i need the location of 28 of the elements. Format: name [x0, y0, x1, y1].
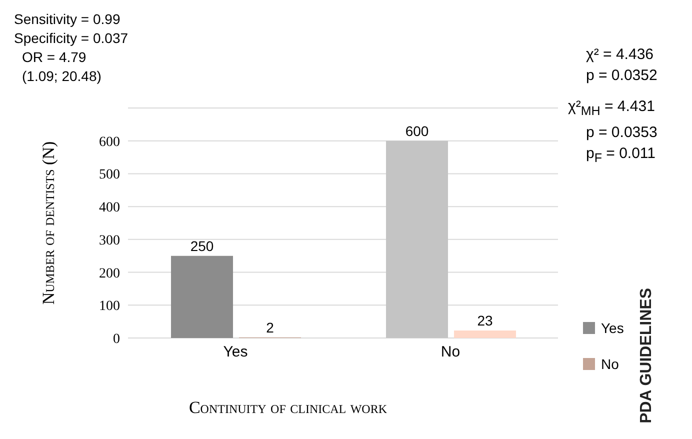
bar	[171, 256, 233, 338]
text: p$_{F}$ = 0.011	[585, 144, 657, 167]
y-tick-label: 100	[99, 299, 120, 314]
legend-label: No	[601, 356, 619, 372]
text: χ²$_{MH}$ = 4.431	[568, 97, 656, 120]
text: p = 0.0353	[585, 123, 658, 143]
data-label: 250	[190, 238, 214, 254]
legend-title: PDA GUIDELINES	[638, 288, 656, 424]
text: OR = 4.79	[21, 48, 88, 67]
data-label: 2	[266, 319, 274, 336]
text: Sensitivity = 0.99	[14, 10, 122, 29]
bar	[386, 140, 448, 338]
y-tick-label: 400	[99, 200, 120, 216]
data-label: 23	[477, 312, 493, 328]
text: Specificity = 0.037	[14, 29, 128, 48]
text: χ² = 4.436	[585, 45, 654, 65]
text: p = 0.0352	[585, 66, 658, 86]
legend-label: Yes	[601, 320, 624, 336]
x-axis-title: Continuity of clinical work	[188, 398, 388, 418]
y-tick-label: 300	[99, 233, 120, 248]
y-axis-title: Number of dentists (N)	[39, 141, 58, 305]
text: (1.09; 20.48)	[21, 67, 102, 86]
y-tick-label: 0	[113, 332, 120, 347]
y-tick-label: 600	[99, 134, 120, 150]
y-tick-label: 200	[99, 266, 120, 282]
bar	[454, 330, 516, 338]
y-tick-label: 500	[99, 168, 120, 183]
data-label: 600	[405, 122, 429, 139]
